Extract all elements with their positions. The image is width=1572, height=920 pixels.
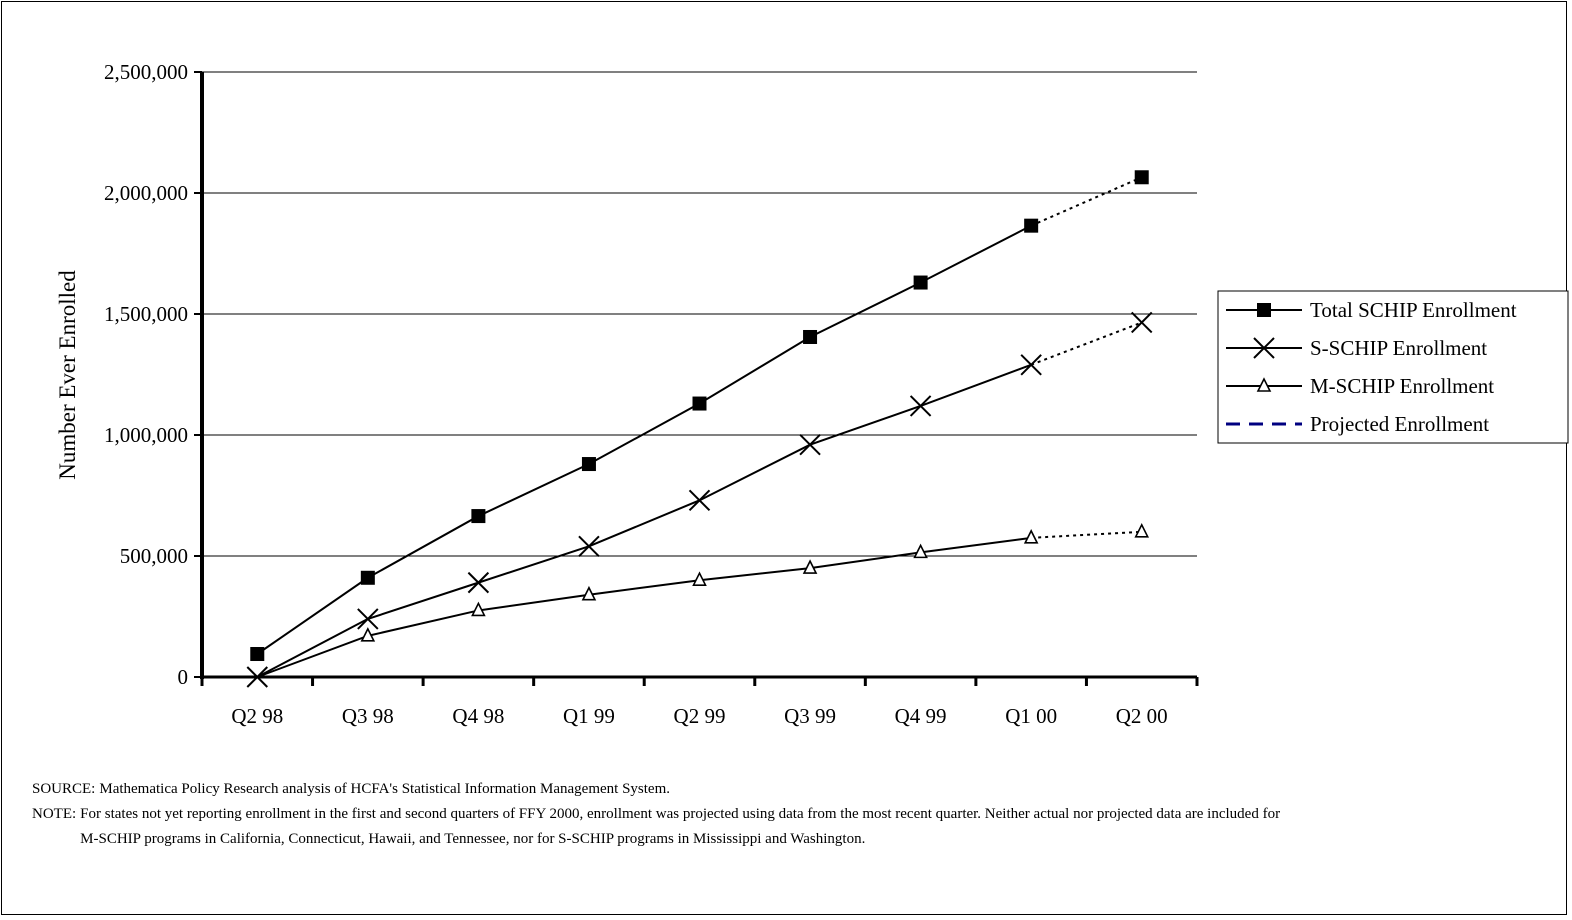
series-projection	[1030, 176, 1143, 227]
x-tick-label: Q4 98	[452, 704, 504, 728]
legend-marker	[1253, 337, 1275, 359]
data-point	[692, 396, 707, 411]
legend-label: M-SCHIP Enrollment	[1310, 374, 1494, 398]
data-point	[909, 395, 932, 417]
data-point	[1024, 218, 1039, 233]
data-point	[360, 570, 375, 585]
source-label: SOURCE:	[32, 781, 96, 797]
source-text: Mathematica Policy Research analysis of …	[99, 781, 670, 797]
x-tick-label: Q1 00	[1005, 704, 1057, 728]
data-point	[802, 559, 818, 574]
axes	[200, 72, 1197, 679]
y-tick-label: 1,500,000	[104, 302, 188, 326]
series-projection	[1030, 321, 1143, 366]
x-tick-label: Q1 99	[563, 704, 615, 728]
marker-stroke	[467, 571, 490, 594]
x-tick-label: Q2 99	[674, 704, 726, 728]
legend-marker	[1256, 377, 1272, 392]
data-point	[1023, 529, 1039, 544]
x-tick-label: Q2 98	[231, 704, 283, 728]
y-tick-label: 1,000,000	[104, 423, 188, 447]
x-tick-label: Q3 98	[342, 704, 394, 728]
data-point	[913, 543, 928, 559]
legend-label: Projected Enrollment	[1310, 412, 1489, 436]
data-point	[803, 329, 818, 344]
source-note: SOURCE: Mathematica Policy Research anal…	[32, 777, 1352, 802]
marker-stroke	[1020, 354, 1042, 376]
y-tick-label: 2,500,000	[104, 60, 188, 84]
legend-marker	[1257, 303, 1271, 317]
y-axis-ticks: 0 500,000 1,000,000 1,500,000 2,000,000 2,500…	[104, 60, 202, 689]
legend-label: Total SCHIP Enrollment	[1310, 298, 1517, 322]
data-point	[1131, 311, 1153, 334]
gridlines	[202, 71, 1197, 557]
legend-box	[1217, 290, 1569, 444]
data-point	[692, 571, 707, 587]
data-point	[581, 585, 597, 601]
data-point	[688, 489, 711, 512]
note: NOTE: For states not yet reporting enrol…	[32, 802, 1352, 852]
legend-entry: M-SCHIP Enrollment	[1226, 374, 1494, 398]
data-point	[467, 571, 490, 594]
data-point	[913, 275, 928, 290]
marker-stroke	[1131, 311, 1153, 334]
legend-entry: Total SCHIP Enrollment	[1226, 298, 1517, 322]
x-tick-label: Q4 99	[895, 704, 947, 728]
data-point	[578, 535, 600, 558]
marker-stroke	[688, 489, 711, 512]
footnotes: SOURCE: Mathematica Policy Research anal…	[32, 777, 1352, 852]
marker-stroke	[578, 535, 600, 558]
note-label: NOTE:	[32, 806, 77, 822]
series-lines	[202, 170, 1197, 688]
series-projection	[1031, 530, 1142, 539]
legend-entry: Projected Enrollment	[1226, 412, 1489, 436]
data-point	[357, 608, 379, 630]
data-point	[1020, 354, 1042, 376]
series-line	[256, 536, 1032, 678]
data-point	[471, 601, 486, 617]
y-tick-label: 0	[178, 665, 189, 689]
y-axis-title: Number Ever Enrolled	[55, 270, 80, 480]
data-point	[581, 457, 596, 472]
marker-stroke	[799, 433, 821, 456]
x-axis-ticks: Q2 98 Q3 98 Q4 98 Q1 99 Q2 99 Q3 99 Q4 99 Q1 00…	[200, 677, 1199, 728]
data-point	[471, 509, 486, 524]
data-point	[799, 433, 821, 456]
x-tick-label: Q3 99	[784, 704, 836, 728]
marker-stroke	[909, 395, 932, 417]
data-point	[360, 627, 376, 642]
y-tick-label: 2,000,000	[104, 181, 188, 205]
note-text: For states not yet reporting enrollment …	[80, 806, 1281, 847]
data-point	[1134, 523, 1150, 538]
x-tick-label: Q2 00	[1116, 704, 1168, 728]
data-point	[250, 647, 265, 662]
marker-stroke	[357, 608, 379, 630]
data-point	[1134, 170, 1149, 185]
series-line	[256, 363, 1032, 678]
legend-entry: S-SCHIP Enrollment	[1226, 336, 1487, 360]
series-line	[256, 224, 1032, 655]
legend-label: S-SCHIP Enrollment	[1310, 336, 1487, 360]
marker-stroke	[1253, 337, 1275, 359]
legend: Total SCHIP Enrollment S-SCHIP Enrollment…	[1217, 290, 1569, 444]
y-tick-label: 500,000	[120, 544, 188, 568]
